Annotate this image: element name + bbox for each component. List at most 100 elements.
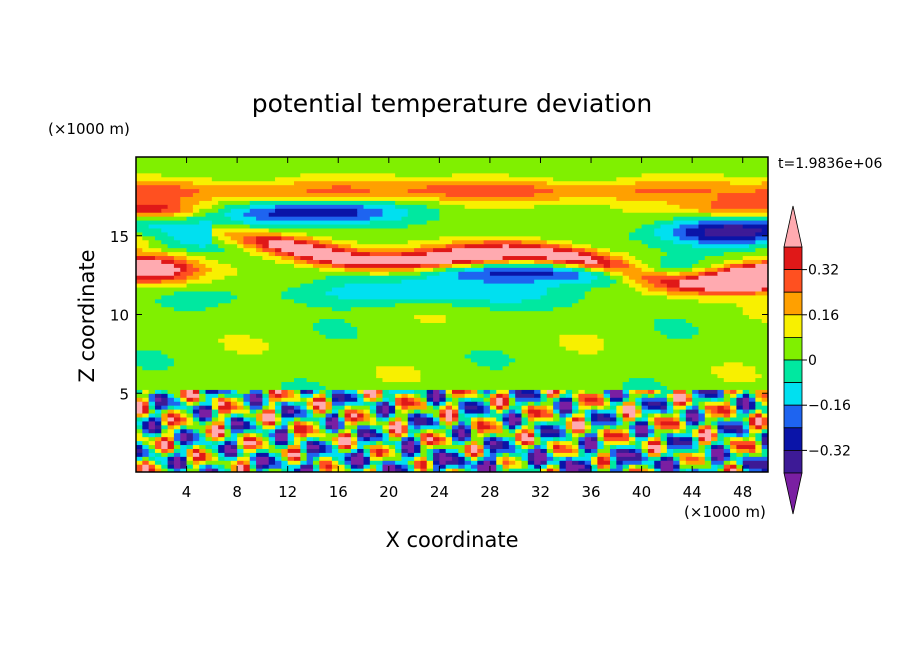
field-cell bbox=[344, 420, 352, 426]
field-cell bbox=[692, 393, 700, 398]
field-cell bbox=[256, 239, 270, 245]
field-cell bbox=[616, 412, 624, 418]
field-cell bbox=[572, 412, 586, 418]
field-cell bbox=[281, 460, 289, 465]
field-cell bbox=[382, 397, 390, 402]
field-cell bbox=[275, 420, 282, 426]
field-cell bbox=[546, 468, 554, 472]
field-cell bbox=[243, 428, 257, 434]
field-cell bbox=[338, 397, 346, 402]
field-cell bbox=[628, 440, 636, 446]
field-cell bbox=[192, 436, 200, 442]
field-cell bbox=[211, 432, 219, 438]
field-cell bbox=[559, 432, 567, 438]
field-cell bbox=[723, 361, 744, 367]
field-cell bbox=[679, 424, 687, 430]
field-cell bbox=[287, 460, 301, 465]
field-cell bbox=[597, 456, 605, 461]
field-cell bbox=[401, 401, 415, 406]
field-cell bbox=[256, 468, 263, 472]
field-cell bbox=[357, 424, 371, 430]
field-cell bbox=[136, 172, 162, 178]
field-cell bbox=[275, 389, 282, 394]
field-cell bbox=[673, 464, 681, 469]
field-cell bbox=[742, 468, 750, 472]
field-cell bbox=[388, 416, 396, 422]
field-cell bbox=[262, 444, 270, 449]
field-cell bbox=[489, 401, 497, 406]
field-cell bbox=[186, 389, 194, 394]
field-cell bbox=[300, 444, 308, 449]
field-cell bbox=[180, 420, 188, 426]
field-cell bbox=[553, 401, 561, 406]
field-cell bbox=[628, 251, 668, 257]
field-cell bbox=[344, 460, 352, 465]
field-cell bbox=[382, 440, 396, 446]
field-cell bbox=[508, 460, 516, 465]
field-cell bbox=[553, 176, 617, 182]
field-cell bbox=[173, 416, 181, 422]
field-cell bbox=[407, 208, 440, 213]
field-cell bbox=[230, 468, 238, 472]
field-cell bbox=[717, 267, 725, 272]
field-cell bbox=[167, 365, 377, 371]
field-cell bbox=[407, 405, 428, 410]
field-cell bbox=[584, 416, 592, 422]
field-cell bbox=[433, 405, 440, 410]
field-cell bbox=[243, 432, 251, 438]
field-cell bbox=[660, 460, 674, 465]
field-cell bbox=[641, 412, 649, 418]
field-cell bbox=[369, 220, 428, 225]
field-cell bbox=[205, 243, 219, 249]
field-cell bbox=[344, 389, 358, 394]
field-cell bbox=[553, 397, 561, 402]
field-cell bbox=[357, 464, 365, 469]
field-cell bbox=[357, 409, 365, 414]
field-cell bbox=[736, 401, 744, 406]
field-cell bbox=[414, 409, 421, 414]
field-cell bbox=[382, 456, 403, 461]
field-cell bbox=[154, 460, 162, 465]
field-cell bbox=[616, 452, 636, 457]
field-cell bbox=[205, 397, 213, 402]
field-cell bbox=[294, 389, 301, 394]
colorbar-swatch bbox=[783, 427, 803, 451]
field-cell bbox=[470, 416, 478, 422]
field-cell bbox=[553, 444, 561, 449]
field-cell bbox=[363, 389, 377, 394]
field-cell bbox=[218, 436, 226, 442]
field-cell bbox=[287, 468, 295, 472]
field-cell bbox=[635, 420, 649, 426]
field-cell bbox=[218, 464, 226, 469]
field-cell bbox=[616, 176, 768, 182]
field-cell bbox=[186, 452, 194, 457]
field-cell bbox=[508, 259, 535, 264]
field-cell bbox=[148, 389, 156, 394]
field-cell bbox=[628, 231, 655, 237]
field-cell bbox=[369, 460, 384, 465]
field-cell bbox=[414, 416, 428, 422]
field-cell bbox=[489, 298, 523, 304]
field-cell bbox=[692, 322, 768, 327]
field-cell bbox=[287, 389, 295, 394]
field-cell bbox=[224, 416, 232, 422]
field-cell bbox=[698, 456, 706, 461]
field-cell bbox=[761, 409, 768, 414]
field-cell bbox=[698, 420, 706, 426]
field-cell bbox=[603, 389, 611, 394]
field-cell bbox=[527, 460, 535, 465]
field-cell bbox=[660, 255, 706, 260]
field-cell bbox=[186, 216, 232, 221]
field-cell bbox=[610, 251, 630, 257]
field-cell bbox=[439, 412, 447, 418]
field-cell bbox=[559, 196, 617, 201]
field-cell bbox=[420, 468, 428, 472]
field-cell bbox=[186, 436, 194, 442]
field-cell bbox=[464, 243, 504, 249]
field-cell bbox=[237, 444, 245, 449]
field-cell bbox=[433, 468, 440, 472]
field-cell bbox=[660, 456, 668, 461]
field-cell bbox=[641, 283, 655, 288]
field-cell bbox=[597, 428, 605, 434]
field-cell bbox=[275, 409, 282, 414]
